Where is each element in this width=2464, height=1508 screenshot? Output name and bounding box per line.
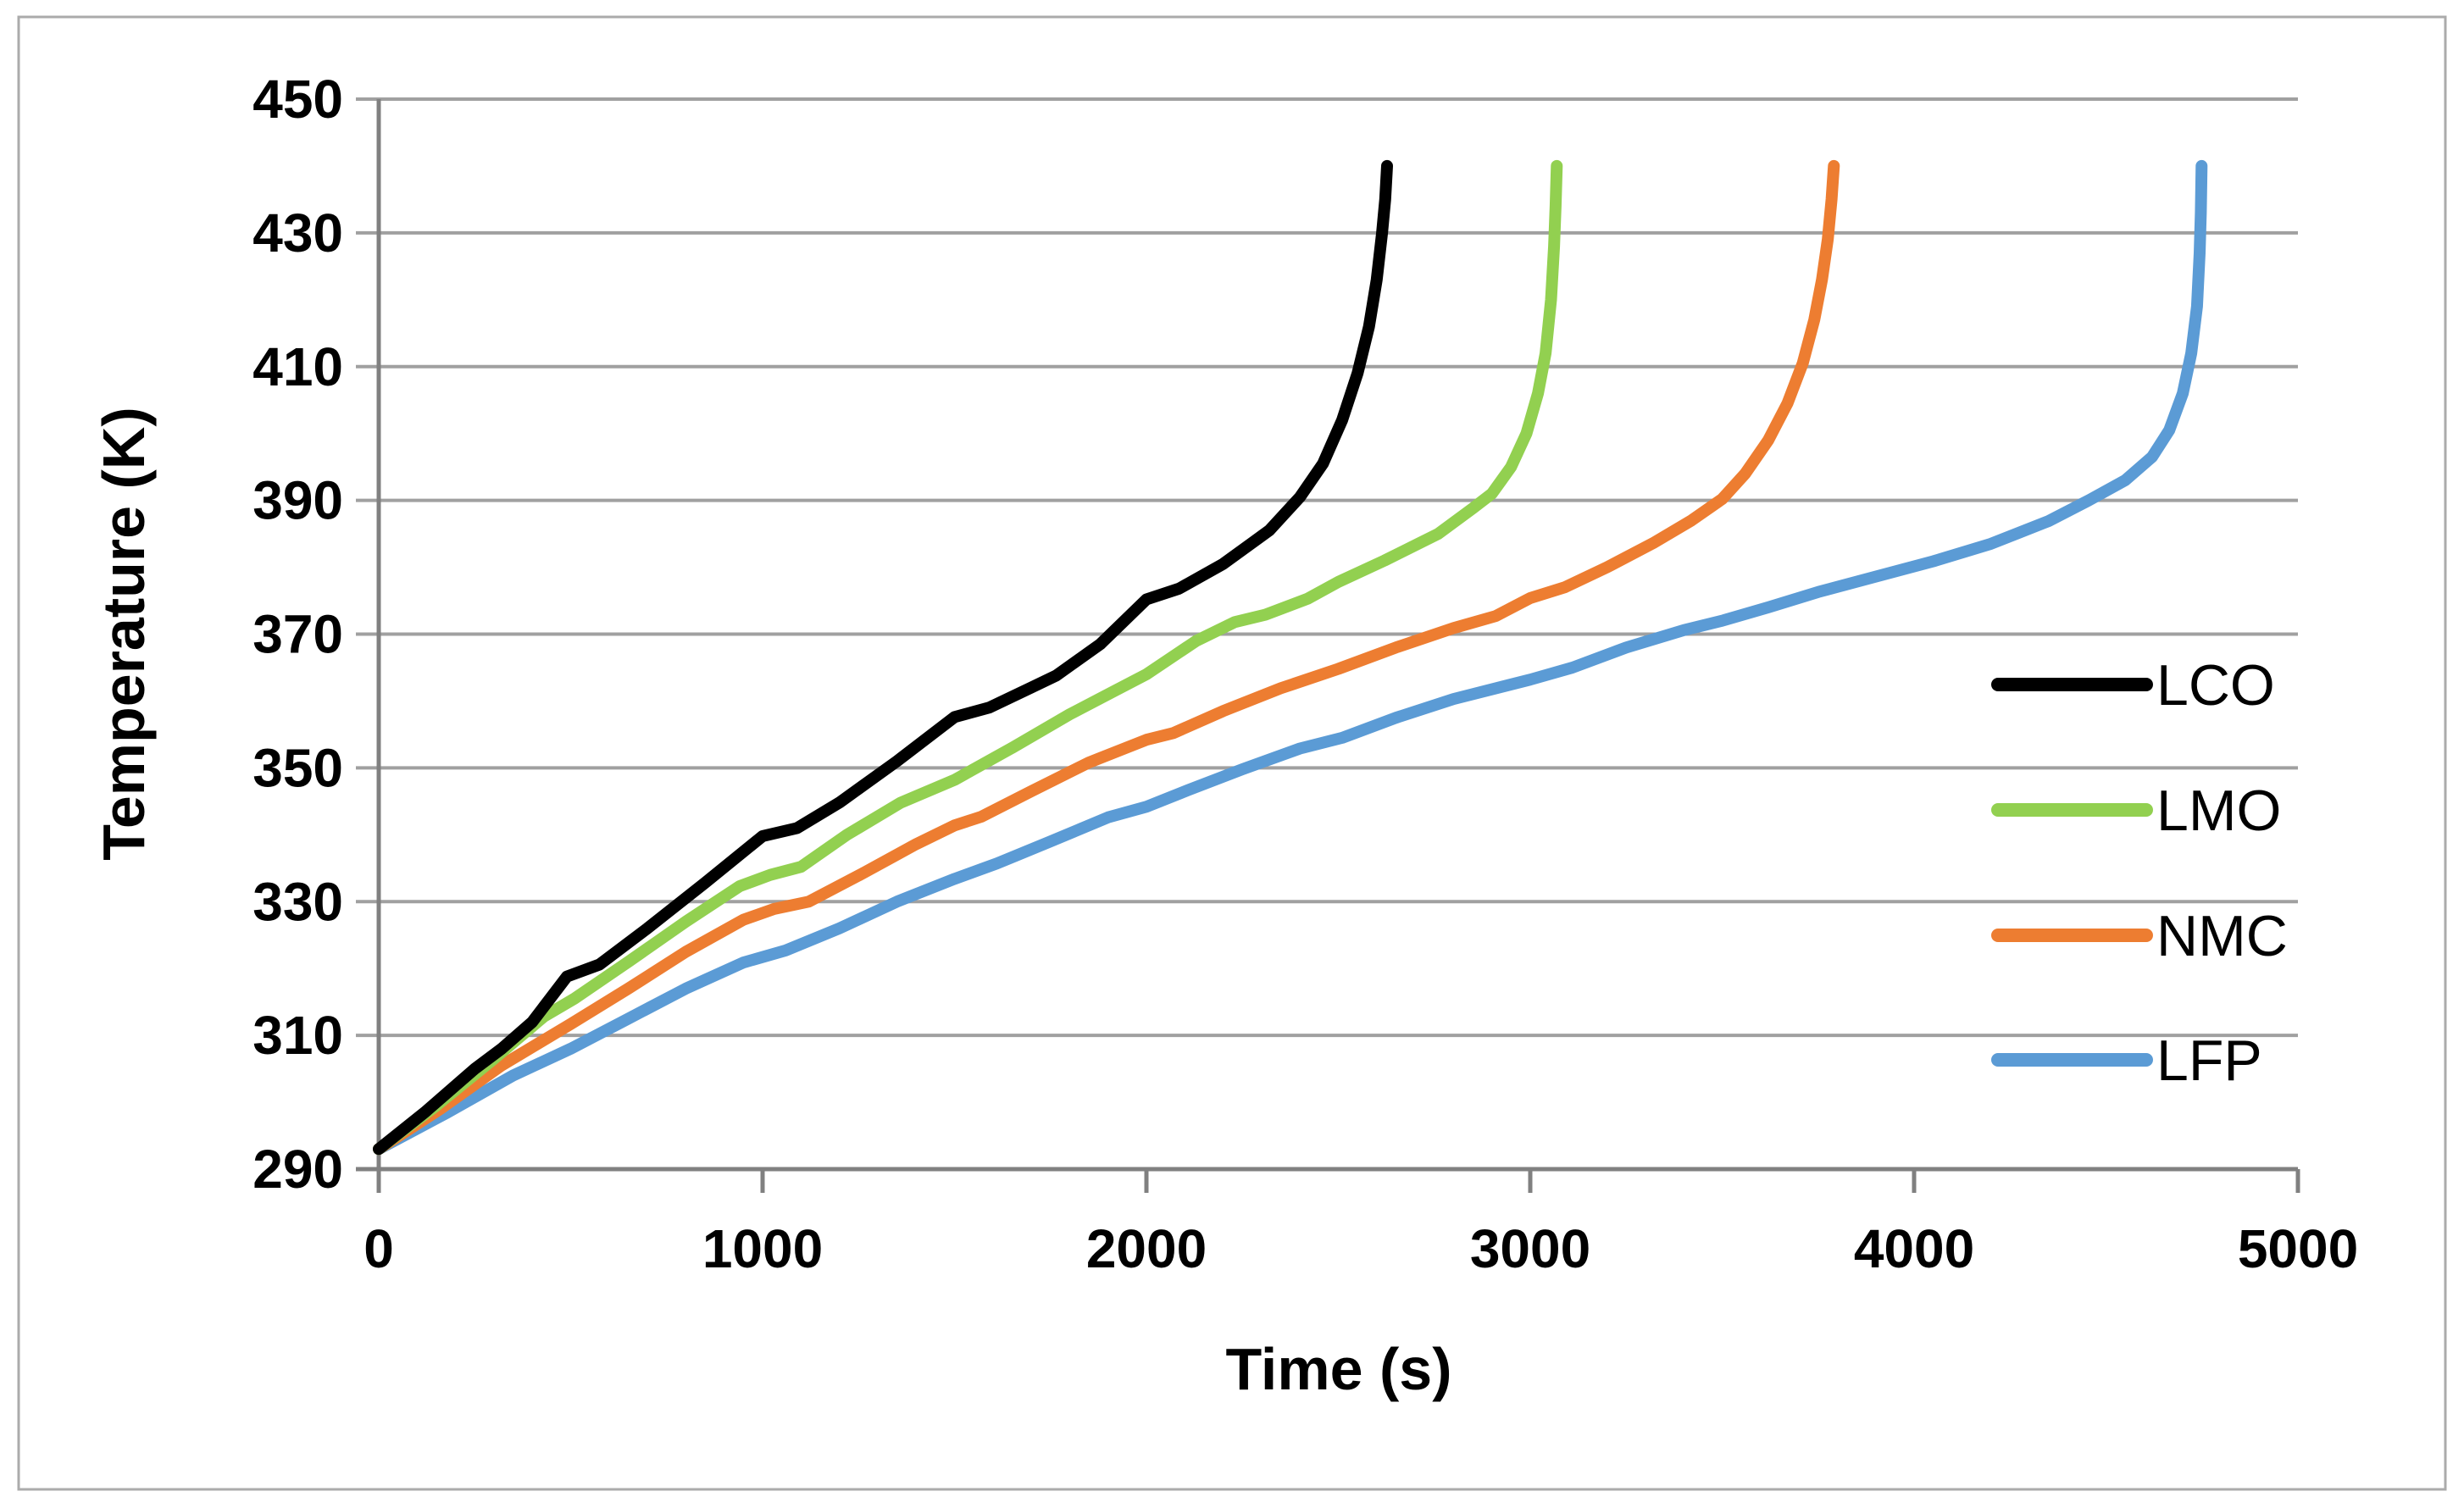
y-tick-label: 330 <box>253 871 343 932</box>
y-tick-label: 450 <box>253 69 343 130</box>
x-tick-label: 4000 <box>1854 1218 1974 1279</box>
y-axis-title: Temperature (K) <box>91 407 157 860</box>
gridlines <box>356 97 2298 1172</box>
x-tick-label: 1000 <box>702 1218 823 1279</box>
figure-border <box>17 15 2447 1491</box>
x-axis-title: Time (s) <box>1225 1336 1451 1402</box>
tick-labels: 290 310 330 350 370 390 410 430 450 0 1000 2000 3000… <box>253 69 2358 1279</box>
x-tick-label: 0 <box>363 1218 394 1279</box>
legend-label: LFP <box>2156 1028 2262 1093</box>
legend-item-lfp: LFP <box>1991 1028 2262 1093</box>
legend-label: LCO <box>2156 653 2275 718</box>
legend-item-lmo: LMO <box>1991 779 2281 843</box>
x-tick-label: 2000 <box>1086 1218 1207 1279</box>
y-tick-label: 390 <box>253 470 343 531</box>
y-tick-label: 350 <box>253 737 343 798</box>
y-tick-label: 430 <box>253 202 343 263</box>
y-tick-label: 410 <box>253 336 343 397</box>
x-tick-label: 5000 <box>2238 1218 2358 1279</box>
x-tick-label: 3000 <box>1470 1218 1590 1279</box>
legend-label: LMO <box>2156 779 2281 843</box>
series-line-lmo <box>373 159 1563 1156</box>
series-lines <box>373 159 2208 1156</box>
legend-item-nmc: NMC <box>1991 904 2288 968</box>
series-line-nmc <box>373 159 1840 1156</box>
axis-ticks <box>376 99 2300 1193</box>
series-line-lco <box>373 159 1393 1156</box>
legend-label: NMC <box>2156 904 2288 968</box>
y-tick-label: 290 <box>253 1139 343 1200</box>
legend-item-lco: LCO <box>1991 653 2275 718</box>
y-tick-label: 310 <box>253 1005 343 1066</box>
legend: LCO LMO NMC LFP <box>1991 653 2288 1093</box>
series-line-lfp <box>373 159 2208 1156</box>
y-tick-label: 370 <box>253 604 343 665</box>
